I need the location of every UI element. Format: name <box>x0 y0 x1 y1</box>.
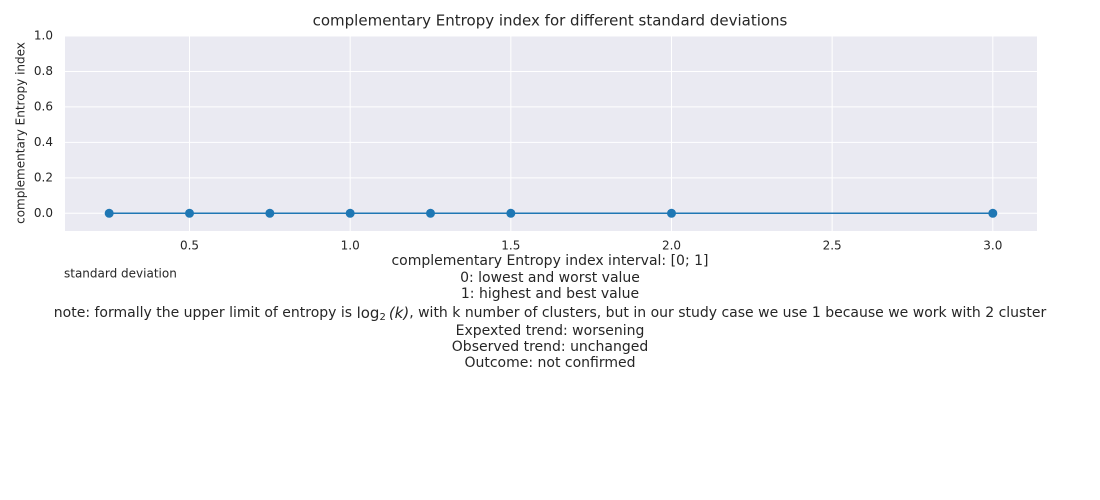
math-text: (k) <box>389 304 409 322</box>
data-point <box>666 208 676 218</box>
x-tick-label: 0.5 <box>180 239 199 253</box>
plot-area <box>65 36 1037 231</box>
y-tick-label: 0.6 <box>34 99 53 113</box>
annotation: complementary Entropy index interval: [0… <box>391 253 708 269</box>
annotation: 0: lowest and worst value <box>460 270 640 286</box>
data-point <box>265 208 275 218</box>
y-axis-label: complementary Entropy index <box>14 42 28 224</box>
annotation: Expexted trend: worsening <box>456 323 645 339</box>
annotation: 1: highest and best value <box>461 286 639 302</box>
data-point <box>988 208 998 218</box>
data-point <box>506 208 516 218</box>
data-point <box>185 208 195 218</box>
y-tick-label: 0.0 <box>34 206 53 220</box>
chart-title: complementary Entropy index for differen… <box>313 12 788 30</box>
x-tick-label: 2.5 <box>823 239 842 253</box>
y-tick-label: 0.2 <box>34 170 53 184</box>
data-point <box>345 208 355 218</box>
annotation-text: note: formally the upper limit of entrop… <box>54 305 357 321</box>
y-tick-label: 0.8 <box>34 64 53 78</box>
annotation: Observed trend: unchanged <box>452 339 648 355</box>
x-tick-label: 2.0 <box>662 239 681 253</box>
x-tick-label: 3.0 <box>983 239 1002 253</box>
y-tick-label: 0.4 <box>34 135 53 149</box>
annotation: note: formally the upper limit of entrop… <box>54 304 1047 324</box>
x-axis-label: standard deviation <box>64 267 177 281</box>
data-point <box>104 208 114 218</box>
data-point <box>426 208 436 218</box>
annotation: Outcome: not confirmed <box>464 355 635 371</box>
math-subscript: 2 <box>379 312 385 323</box>
annotation-text: , with k number of clusters, but in our … <box>409 305 1046 321</box>
y-tick-label: 1.0 <box>34 29 53 43</box>
x-tick-label: 1.0 <box>341 239 360 253</box>
math-text: log <box>357 304 380 322</box>
x-tick-label: 1.5 <box>501 239 520 253</box>
